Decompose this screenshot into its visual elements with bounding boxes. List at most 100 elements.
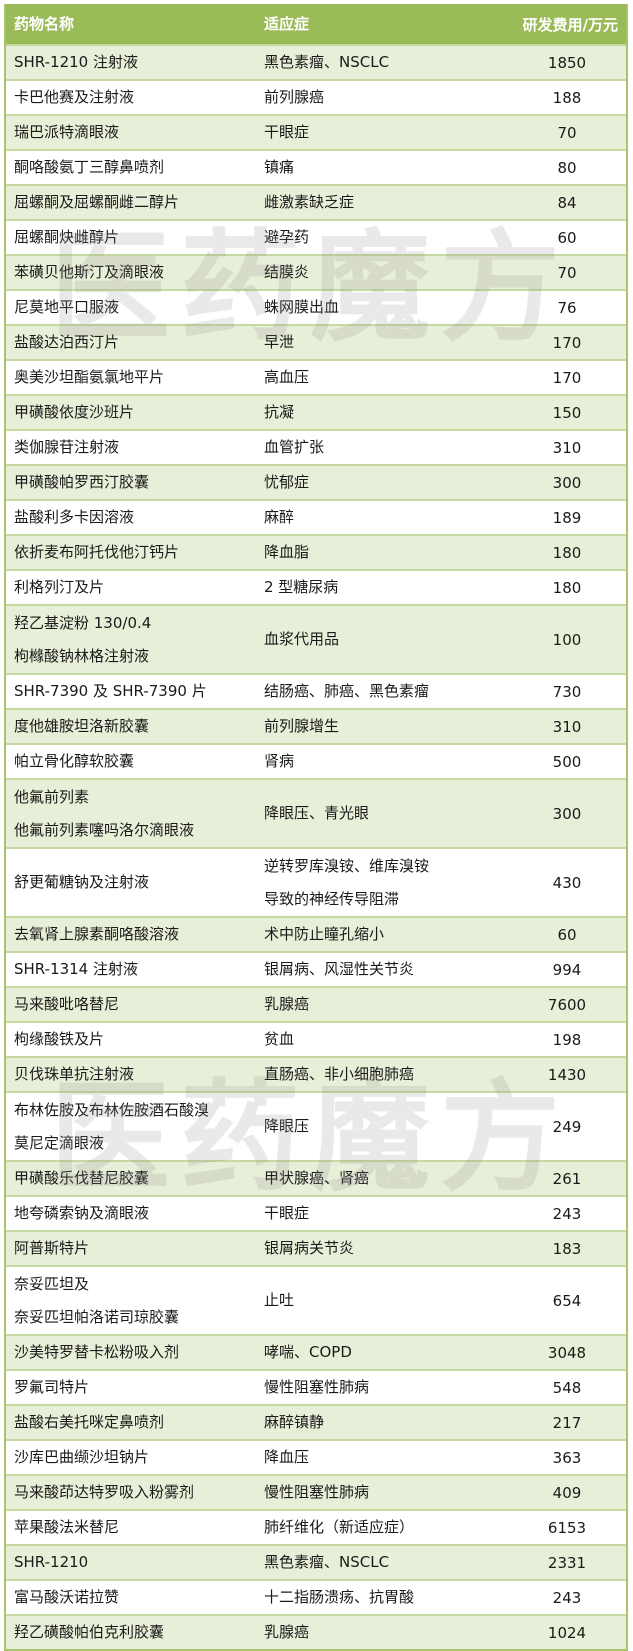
indication-cell-line: 降血脂 <box>264 543 310 561</box>
table-row: SHR-1210 黑色素瘤、NSCLC 2331 <box>6 1544 626 1579</box>
drug-name-cell: SHR-1210 <box>6 1546 258 1579</box>
cost-cell: 310 <box>552 717 582 736</box>
drug-name-cell: 卡巴他赛及注射液 <box>6 81 258 114</box>
cost-cell: 76 <box>557 298 577 317</box>
drug-name-cell: 类伽腺苷注射液 <box>6 431 258 464</box>
indication-cell: 慢性阻塞性肺病 <box>258 1476 508 1509</box>
drug-name-cell: 舒更葡糖钠及注射液 <box>6 866 258 899</box>
table-row: 富马酸沃诺拉赞 十二指肠溃疡、抗胃酸 243 <box>6 1579 626 1614</box>
header-cost: 研发费用/万元 <box>522 15 618 34</box>
drug-name-cell: 阿普斯特片 <box>6 1232 258 1265</box>
indication-cell: 逆转罗库溴铵、维库溴铵 导致的神经传导阻滞 <box>258 850 508 916</box>
indication-cell: 乳腺癌 <box>258 1616 508 1649</box>
drug-name-cell-line: 地夸磷索钠及滴眼液 <box>14 1204 150 1222</box>
indication-cell-line: 结肠癌、肺癌、黑色素瘤 <box>264 682 430 700</box>
indication-cell: 抗凝 <box>258 396 508 429</box>
drug-name-cell-line: 莫尼定滴眼液 <box>14 1133 105 1152</box>
drug-name-cell-line: 他氟前列素噻吗洛尔滴眼液 <box>14 820 195 839</box>
drug-name-cell-line: 盐酸利多卡因溶液 <box>14 508 135 526</box>
table-row: 布林佐胺及布林佐胺酒石酸溴 莫尼定滴眼液 降眼压 249 <box>6 1091 626 1160</box>
drug-name-cell-line: 舒更葡糖钠及注射液 <box>14 873 150 891</box>
drug-name-cell: 盐酸利多卡因溶液 <box>6 501 258 534</box>
table-row: 枸缘酸铁及片 贫血 198 <box>6 1021 626 1056</box>
drug-name-cell-line: 沙库巴曲缬沙坦钠片 <box>14 1448 150 1466</box>
table-row: 盐酸达泊西汀片 早泄 170 <box>6 324 626 359</box>
indication-cell-line: 十二指肠溃疡、抗胃酸 <box>264 1588 415 1606</box>
indication-cell: 银屑病关节炎 <box>258 1232 508 1265</box>
indication-cell-line: 导致的神经传导阻滞 <box>264 889 400 908</box>
cost-cell: 180 <box>552 578 582 597</box>
indication-cell: 镇痛 <box>258 151 508 184</box>
cost-cell: 654 <box>552 1291 582 1310</box>
drug-name-cell-line: SHR-7390 及 SHR-7390 片 <box>14 682 207 700</box>
table-row: SHR-1314 注射液 银屑病、风湿性关节炎 994 <box>6 951 626 986</box>
drug-name-cell-line: 奈妥匹坦帕洛诺司琼胶囊 <box>14 1307 180 1326</box>
table-row: 甲磺酸依度沙班片 抗凝 150 <box>6 394 626 429</box>
table-row: 卡巴他赛及注射液 前列腺癌 188 <box>6 79 626 114</box>
drug-name-cell: 枸缘酸铁及片 <box>6 1023 258 1056</box>
drug-name-cell-line: 利格列汀及片 <box>14 578 105 596</box>
header-drug-name: 药物名称 <box>14 14 75 33</box>
drug-name-cell-line: 枸缘酸铁及片 <box>14 1030 105 1048</box>
table-row: 甲磺酸乐伐替尼胶囊 甲状腺癌、肾癌 261 <box>6 1160 626 1195</box>
table-row: 酮咯酸氨丁三醇鼻喷剂 镇痛 80 <box>6 149 626 184</box>
cost-cell: 7600 <box>547 995 587 1014</box>
drug-name-cell: 酮咯酸氨丁三醇鼻喷剂 <box>6 151 258 184</box>
cost-cell: 300 <box>552 804 582 823</box>
indication-cell: 降血压 <box>258 1441 508 1474</box>
cost-cell: 310 <box>552 438 582 457</box>
table-row: SHR-7390 及 SHR-7390 片 结肠癌、肺癌、黑色素瘤 730 <box>6 673 626 708</box>
drug-name-cell-line: 沙美特罗替卡松粉吸入剂 <box>14 1343 180 1361</box>
indication-cell-line: 2 型糖尿病 <box>264 578 339 596</box>
indication-cell-line: 前列腺增生 <box>264 717 340 735</box>
table-row: 类伽腺苷注射液 血管扩张 310 <box>6 429 626 464</box>
indication-cell-line: 慢性阻塞性肺病 <box>264 1483 370 1501</box>
indication-cell: 血浆代用品 <box>258 623 508 656</box>
drug-name-cell: 奈妥匹坦及 奈妥匹坦帕洛诺司琼胶囊 <box>6 1268 258 1334</box>
cost-cell: 170 <box>552 368 582 387</box>
cost-cell: 243 <box>552 1588 582 1607</box>
indication-cell-line: 蛛网膜出血 <box>264 298 340 316</box>
drug-name-cell-line: 枸橼酸钠林格注射液 <box>14 646 150 665</box>
table-row: 奥美沙坦酯氨氯地平片 高血压 170 <box>6 359 626 394</box>
table-body: SHR-1210 注射液 黑色素瘤、NSCLC 1850 卡巴他赛及注射液 前列腺癌 18… <box>6 44 626 1649</box>
drug-name-cell: 布林佐胺及布林佐胺酒石酸溴 莫尼定滴眼液 <box>6 1094 258 1160</box>
drug-name-cell-line: 羟乙磺酸帕伯克利胶囊 <box>14 1623 165 1641</box>
cost-cell: 2331 <box>547 1553 587 1572</box>
table-row: 尼莫地平口服液 蛛网膜出血 76 <box>6 289 626 324</box>
drug-name-cell: 羟乙磺酸帕伯克利胶囊 <box>6 1616 258 1649</box>
cost-cell: 183 <box>552 1239 582 1258</box>
cost-cell: 150 <box>552 403 582 422</box>
drug-name-cell-line: 屈螺酮及屈螺酮雌二醇片 <box>14 193 180 211</box>
indication-cell-line: 黑色素瘤、NSCLC <box>264 53 390 71</box>
drug-name-cell: 甲磺酸依度沙班片 <box>6 396 258 429</box>
drug-name-cell-line: 苹果酸法米替尼 <box>14 1518 120 1536</box>
cost-cell: 198 <box>552 1030 582 1049</box>
drug-name-cell: 马来酸茚达特罗吸入粉雾剂 <box>6 1476 258 1509</box>
cost-cell: 188 <box>552 88 582 107</box>
drug-name-cell-line: SHR-1314 注射液 <box>14 960 138 978</box>
table-row: 地夸磷索钠及滴眼液 干眼症 243 <box>6 1195 626 1230</box>
indication-cell: 肺纤维化（新适应症） <box>258 1511 508 1544</box>
indication-cell-line: 干眼症 <box>264 1204 310 1222</box>
cost-cell: 3048 <box>547 1343 587 1362</box>
cost-cell: 70 <box>557 263 577 282</box>
table-row: 奈妥匹坦及 奈妥匹坦帕洛诺司琼胶囊 止吐 654 <box>6 1265 626 1334</box>
table-row: SHR-1210 注射液 黑色素瘤、NSCLC 1850 <box>6 44 626 79</box>
drug-name-cell-line: 贝伐珠单抗注射液 <box>14 1065 135 1083</box>
indication-cell-line: 肺纤维化（新适应症） <box>264 1518 415 1536</box>
drug-name-cell-line: 卡巴他赛及注射液 <box>14 88 135 106</box>
indication-cell: 十二指肠溃疡、抗胃酸 <box>258 1581 508 1614</box>
indication-cell: 干眼症 <box>258 116 508 149</box>
indication-cell-line: 止吐 <box>264 1291 295 1309</box>
table-row: 罗氟司特片 慢性阻塞性肺病 548 <box>6 1369 626 1404</box>
cost-cell: 100 <box>552 630 582 649</box>
table-row: 羟乙基淀粉 130/0.4 枸橼酸钠林格注射液 血浆代用品 100 <box>6 604 626 673</box>
drug-name-cell: 尼莫地平口服液 <box>6 291 258 324</box>
indication-cell: 前列腺增生 <box>258 710 508 743</box>
drug-name-cell: 瑞巴派特滴眼液 <box>6 116 258 149</box>
drug-name-cell: 利格列汀及片 <box>6 571 258 604</box>
indication-cell-line: 抗凝 <box>264 403 295 421</box>
indication-cell: 干眼症 <box>258 1197 508 1230</box>
indication-cell-line: 结膜炎 <box>264 263 310 281</box>
